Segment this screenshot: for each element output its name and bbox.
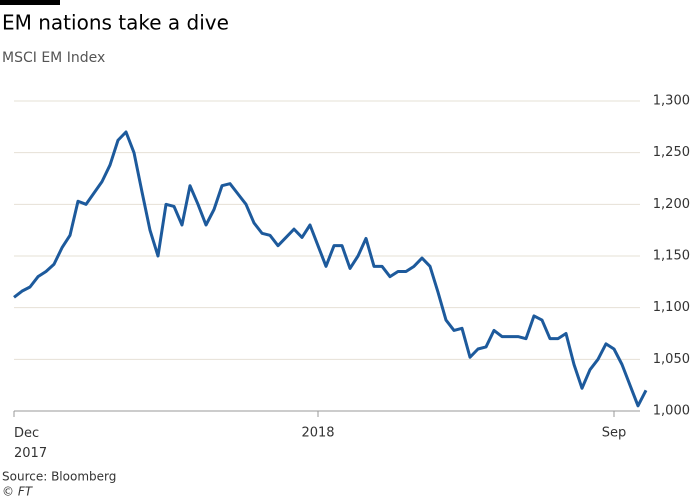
x-tick-label: Dec 2017 [14, 426, 47, 461]
y-tick-label: 1,050 [653, 352, 690, 367]
series-line [13, 130, 648, 408]
y-tick-label: 1,000 [653, 404, 690, 419]
chart-subtitle: MSCI EM Index [2, 50, 105, 66]
y-tick-label: 1,300 [653, 94, 690, 109]
x-tick-label: Sep [602, 426, 627, 441]
chart-title: EM nations take a dive [2, 11, 229, 35]
y-tick-label: 1,150 [653, 249, 690, 264]
y-tick-label: 1,250 [653, 145, 690, 160]
credit: © FT [2, 485, 34, 499]
x-tick-label: 2018 [301, 426, 334, 441]
y-tick-label: 1,200 [653, 197, 690, 212]
y-tick-label: 1,100 [653, 300, 690, 315]
brand-bar [0, 0, 60, 5]
source: Source: Bloomberg [2, 470, 116, 484]
